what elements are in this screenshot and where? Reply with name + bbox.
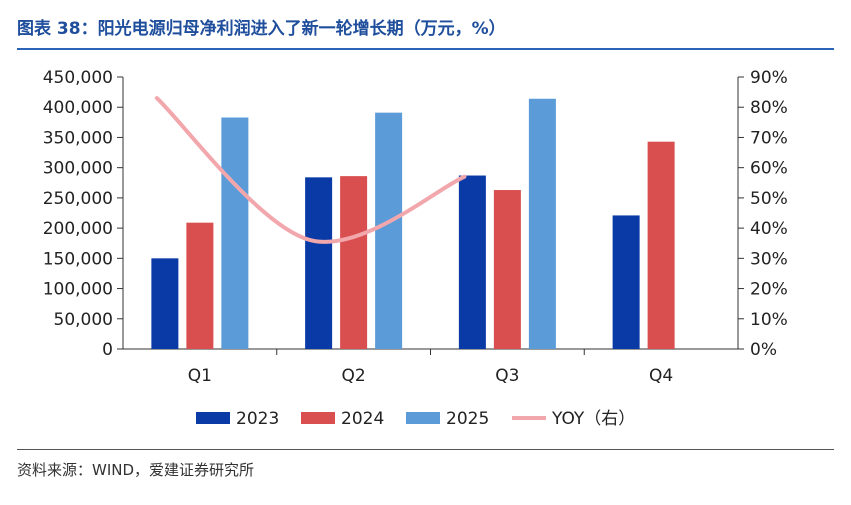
bar-2025-q3 [528, 98, 556, 349]
right-tick-label: 30% [750, 249, 788, 269]
legend-swatch-2025 [406, 412, 440, 424]
legend-label-3: YOY（右） [551, 409, 635, 429]
left-tick-label: 350,000 [43, 128, 113, 148]
left-tick-label: 0 [102, 340, 113, 360]
bar-2023-q2 [305, 177, 333, 349]
legend-swatch-2023 [196, 412, 230, 424]
bar-2024-q1 [186, 222, 214, 349]
left-tick-label: 50,000 [54, 310, 113, 330]
legend-label-1: 2024 [341, 409, 384, 429]
bar-2023-q4 [612, 215, 640, 349]
bar-2023-q3 [458, 175, 486, 349]
footer-rule [17, 449, 834, 450]
bars [151, 98, 675, 350]
category-label-q2: Q2 [342, 366, 366, 386]
category-label-q4: Q4 [649, 366, 673, 386]
right-tick-label: 0% [750, 340, 777, 360]
category-label-q3: Q3 [495, 366, 519, 386]
right-axis: 0% 10% 20% 30% 40% 50% 60% 70% 80% 90% [737, 68, 788, 360]
bar-2024-q4 [647, 141, 675, 349]
right-tick-label: 60% [750, 159, 788, 179]
chart-title: 图表 38：阳光电源归母净利润进入了新一轮增长期（万元，%） [17, 19, 506, 39]
bar-2023-q1 [151, 258, 179, 349]
title-rule [17, 48, 834, 50]
left-tick-label: 300,000 [43, 159, 113, 179]
legend-swatch-2024 [301, 412, 335, 424]
category-label-q1: Q1 [188, 366, 212, 386]
left-tick-label: 150,000 [43, 249, 113, 269]
bar-2024-q2 [340, 176, 368, 349]
left-tick-label: 100,000 [43, 280, 113, 300]
right-tick-label: 70% [750, 128, 788, 148]
yoy-line [154, 96, 467, 244]
left-tick-label: 450,000 [43, 68, 113, 88]
legend-label-0: 2023 [236, 409, 279, 429]
bar-2024-q3 [493, 190, 521, 349]
right-tick-label: 90% [750, 68, 788, 88]
yoy-line-group [154, 96, 467, 244]
left-tick-label: 200,000 [43, 219, 113, 239]
right-tick-label: 80% [750, 98, 788, 118]
bar-2025-q1 [221, 117, 249, 350]
right-tick-label: 10% [750, 310, 788, 330]
source-note: 资料来源：WIND，爱建证券研究所 [17, 461, 255, 479]
right-tick-label: 20% [750, 280, 788, 300]
legend-label-2: 2025 [446, 409, 489, 429]
legend: 2023 2024 2025 YOY（右） [196, 409, 635, 429]
bar-2025-q2 [375, 112, 403, 349]
right-tick-label: 50% [750, 189, 788, 209]
left-tick-label: 250,000 [43, 189, 113, 209]
right-tick-label: 40% [750, 219, 788, 239]
chart: 0 50,000 100,000 150,000 200,000 250,000 300,0… [43, 68, 788, 429]
category-labels: Q1 Q2 Q3 Q4 [188, 349, 673, 386]
left-tick-label: 400,000 [43, 98, 113, 118]
